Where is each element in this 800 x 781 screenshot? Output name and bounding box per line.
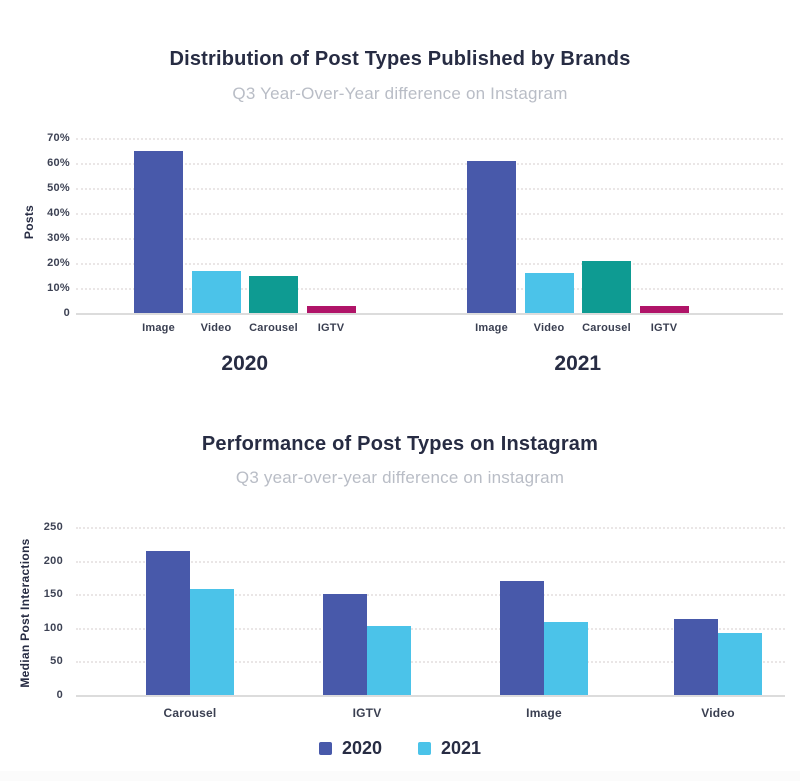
performance-legend: 2020 2021 xyxy=(0,736,800,760)
bar-2021-image xyxy=(544,622,588,695)
gridline-100 xyxy=(76,627,785,630)
y-tick-0: 0 xyxy=(56,689,63,701)
y-tick-30: 30% xyxy=(47,232,70,244)
gridline-250 xyxy=(76,527,785,529)
bar-2021-carousel xyxy=(190,588,234,695)
y-tick-100: 100 xyxy=(43,621,63,634)
x-label-igtv: IGTV xyxy=(352,706,382,720)
performance-chart-subtitle: Q3 year-over-year difference on instagra… xyxy=(235,468,565,487)
group-label-2021: 2021 xyxy=(554,352,602,375)
x-label-image: Image xyxy=(526,706,562,720)
gridline-30 xyxy=(76,238,783,240)
y-tick-70: 70% xyxy=(47,132,70,144)
gridline-10 xyxy=(76,288,783,290)
y-tick-10: 10% xyxy=(47,282,70,294)
x-label-2020-igtv: IGTV xyxy=(317,322,345,334)
bar-2020-igtv xyxy=(306,305,356,313)
y-tick-60: 60% xyxy=(47,157,70,169)
x-label-2021-image: Image xyxy=(475,322,508,334)
x-label-2021-igtv: IGTV xyxy=(650,322,678,334)
bar-2021-igtv xyxy=(639,305,689,313)
y-tick-0: 0 xyxy=(63,307,70,319)
gridline-20 xyxy=(76,263,783,265)
bar-2020-igtv xyxy=(323,594,367,695)
gridline-0 xyxy=(76,313,783,315)
gridline-40 xyxy=(76,213,783,215)
distribution-chart-title: Distribution of Post Types Published by … xyxy=(169,48,631,70)
y-tick-250: 250 xyxy=(43,521,63,533)
bar-2021-igtv xyxy=(367,625,411,695)
x-label-2021-video: Video xyxy=(533,322,565,334)
gridline-70 xyxy=(76,138,783,140)
bar-2021-video xyxy=(524,273,574,313)
x-label-2020-video: Video xyxy=(200,322,232,334)
performance-chart-title: Performance of Post Types on Instagram xyxy=(201,433,599,455)
x-label-video: Video xyxy=(701,706,735,720)
distribution-plot-area xyxy=(76,138,783,315)
gridline-50 xyxy=(76,188,783,190)
gridline-60 xyxy=(76,163,783,165)
legend-label-2021: 2021 xyxy=(441,737,482,758)
y-tick-20: 20% xyxy=(47,257,70,269)
bottom-band xyxy=(0,771,800,781)
performance-y-axis-title: Median Post Interactions xyxy=(18,538,32,688)
bar-2020-video xyxy=(191,270,241,313)
legend-item-2020: 2020 xyxy=(318,737,382,759)
y-tick-50: 50 xyxy=(50,655,63,668)
bar-2021-image xyxy=(467,160,516,313)
gridline-50 xyxy=(76,661,785,664)
y-tick-40: 40% xyxy=(47,207,70,219)
x-label-carousel: Carousel xyxy=(163,706,217,720)
gridline-200 xyxy=(76,560,785,563)
bar-2021-carousel xyxy=(582,260,631,313)
bar-2021-video xyxy=(718,633,762,695)
gridline-0 xyxy=(76,695,785,697)
distribution-chart-subtitle: Q3 Year-Over-Year difference on Instagra… xyxy=(232,84,568,103)
bar-2020-image xyxy=(134,150,183,313)
x-label-2021-carousel: Carousel xyxy=(582,322,631,334)
bar-2020-carousel xyxy=(249,275,298,313)
y-tick-50: 50% xyxy=(47,182,70,194)
group-label-2020: 2020 xyxy=(221,352,269,375)
x-label-2020-image: Image xyxy=(142,322,175,334)
bar-2020-video xyxy=(674,619,718,695)
y-tick-200: 200 xyxy=(43,554,63,567)
gridline-150 xyxy=(76,594,785,597)
legend-swatch-2020 xyxy=(318,741,332,755)
x-label-2020-carousel: Carousel xyxy=(249,322,298,334)
y-tick-150: 150 xyxy=(43,588,63,601)
legend-swatch-2021 xyxy=(418,741,431,755)
legend-label-2020: 2020 xyxy=(341,737,382,758)
legend-item-2021: 2021 xyxy=(418,738,481,759)
bar-2020-image xyxy=(500,580,544,695)
bar-2020-carousel xyxy=(146,550,190,695)
performance-plot-area xyxy=(76,527,785,697)
